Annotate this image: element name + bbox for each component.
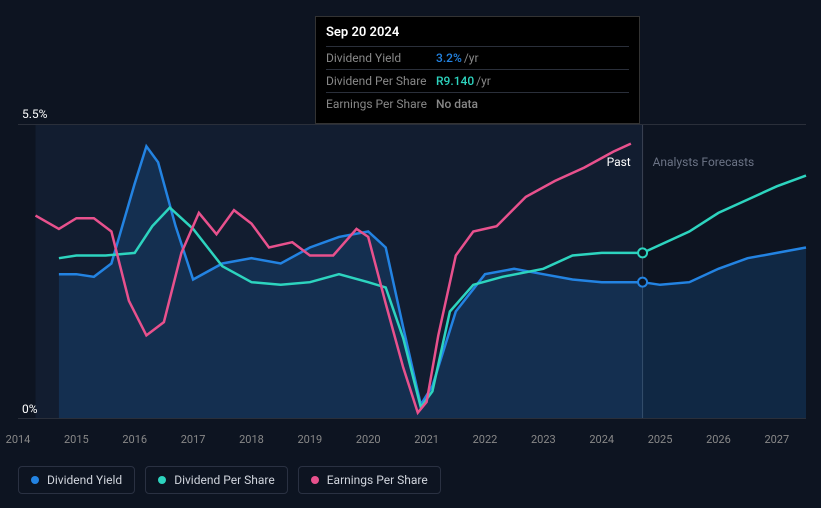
tooltip-row-value: R9.140 xyxy=(436,74,474,88)
chart-container: 5.5% Past Analysts Forecasts 0% 20142015… xyxy=(18,105,806,448)
x-tick: 2022 xyxy=(473,433,498,446)
tooltip-row-label: Dividend Yield xyxy=(326,51,436,65)
y-axis-min-label: 0% xyxy=(22,402,38,416)
tooltip-date: Sep 20 2024 xyxy=(326,25,629,40)
series-split-dot-dividend_yield xyxy=(638,278,647,287)
tooltip-row-unit: /yr xyxy=(464,51,479,65)
legend-dot xyxy=(31,476,39,484)
legend-label: Earnings Per Share xyxy=(327,473,428,487)
tooltip-rows: Dividend Yield3.2% /yrDividend Per Share… xyxy=(326,46,629,115)
forecast-label: Analysts Forecasts xyxy=(653,155,755,169)
x-tick: 2017 xyxy=(181,433,206,446)
legend-item-dividend-per-share[interactable]: Dividend Per Share xyxy=(145,466,288,494)
chart-tooltip: Sep 20 2024 Dividend Yield3.2% /yrDivide… xyxy=(315,16,640,124)
x-tick: 2019 xyxy=(297,433,322,446)
x-tick: 2023 xyxy=(531,433,556,446)
tooltip-row: Dividend Yield3.2% /yr xyxy=(326,46,629,69)
grid-bottom xyxy=(18,418,806,419)
x-tick: 2021 xyxy=(414,433,439,446)
plot-area[interactable]: Past Analysts Forecasts xyxy=(18,125,806,418)
tooltip-row-unit: /yr xyxy=(476,74,491,88)
x-tick: 2026 xyxy=(706,433,731,446)
legend: Dividend Yield Dividend Per Share Earnings… xyxy=(18,466,441,494)
x-axis-ticks: 2014201520162017201820192020202120222023… xyxy=(18,433,806,448)
legend-label: Dividend Yield xyxy=(47,473,122,487)
tooltip-row-value: No data xyxy=(436,97,478,111)
series-split-dot-dividend_per_share xyxy=(638,248,647,257)
y-axis-max-label: 5.5% xyxy=(22,107,47,121)
tooltip-row-label: Dividend Per Share xyxy=(326,74,436,88)
x-tick: 2025 xyxy=(648,433,673,446)
x-tick: 2027 xyxy=(764,433,789,446)
x-tick: 2020 xyxy=(356,433,381,446)
legend-dot xyxy=(158,476,166,484)
tooltip-row-label: Earnings Per Share xyxy=(326,97,436,111)
past-label: Past xyxy=(607,155,631,169)
legend-label: Dividend Per Share xyxy=(174,473,275,487)
legend-item-earnings-per-share[interactable]: Earnings Per Share xyxy=(298,466,441,494)
tooltip-row-value: 3.2% xyxy=(436,51,462,65)
tooltip-row: Earnings Per ShareNo data xyxy=(326,92,629,115)
x-tick: 2018 xyxy=(239,433,264,446)
legend-item-dividend-yield[interactable]: Dividend Yield xyxy=(18,466,135,494)
tooltip-row: Dividend Per ShareR9.140 /yr xyxy=(326,69,629,92)
x-tick: 2016 xyxy=(122,433,147,446)
x-tick: 2024 xyxy=(589,433,614,446)
x-tick: 2015 xyxy=(64,433,89,446)
legend-dot xyxy=(311,476,319,484)
x-tick: 2014 xyxy=(6,433,31,446)
